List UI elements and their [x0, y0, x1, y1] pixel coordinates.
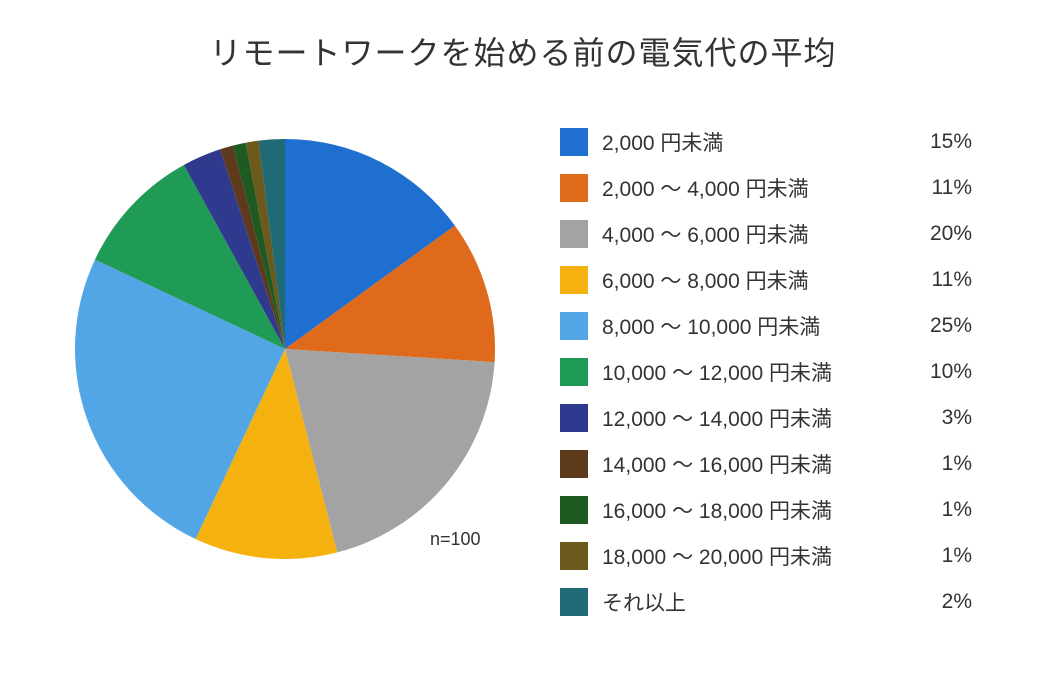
legend-swatch — [560, 128, 588, 156]
legend-row: 16,000 ～ 18,000 円未満1% — [560, 487, 1020, 533]
legend-label: 12,000 ～ 14,000 円未満 — [602, 403, 892, 433]
legend-row: 4,000 ～ 6,000 円未満20% — [560, 211, 1020, 257]
legend-row: 18,000 ～ 20,000 円未満1% — [560, 533, 1020, 579]
legend-label: 6,000 ～ 8,000 円未満 — [602, 265, 892, 295]
sample-size-label: n=100 — [430, 529, 481, 550]
chart-content: n=100 2,000 円未満15%2,000 ～ 4,000 円未満11%4,… — [0, 74, 1046, 625]
legend-row: 10,000 ～ 12,000 円未満10% — [560, 349, 1020, 395]
legend-row: 2,000 ～ 4,000 円未満11% — [560, 165, 1020, 211]
legend-percent: 11% — [892, 176, 972, 200]
legend-swatch — [560, 220, 588, 248]
legend-percent: 3% — [892, 406, 972, 430]
legend-swatch — [560, 496, 588, 524]
legend-percent: 10% — [892, 360, 972, 384]
legend-swatch — [560, 174, 588, 202]
legend-label: 10,000 ～ 12,000 円未満 — [602, 357, 892, 387]
legend-percent: 2% — [892, 590, 972, 614]
legend-percent: 25% — [892, 314, 972, 338]
legend-row: 6,000 ～ 8,000 円未満11% — [560, 257, 1020, 303]
legend-row: 2,000 円未満15% — [560, 119, 1020, 165]
legend-label: 8,000 ～ 10,000 円未満 — [602, 311, 892, 341]
pie-chart — [75, 139, 495, 559]
legend-row: 8,000 ～ 10,000 円未満25% — [560, 303, 1020, 349]
legend-swatch — [560, 404, 588, 432]
legend-swatch — [560, 450, 588, 478]
legend-swatch — [560, 266, 588, 294]
legend-label: 2,000 円未満 — [602, 127, 892, 157]
legend-swatch — [560, 358, 588, 386]
legend-percent: 1% — [892, 498, 972, 522]
legend-row: それ以上2% — [560, 579, 1020, 625]
legend-label: それ以上 — [602, 587, 892, 617]
legend-percent: 1% — [892, 544, 972, 568]
legend-label: 4,000 ～ 6,000 円未満 — [602, 219, 892, 249]
legend: 2,000 円未満15%2,000 ～ 4,000 円未満11%4,000 ～ … — [540, 109, 1020, 625]
legend-label: 2,000 ～ 4,000 円未満 — [602, 173, 892, 203]
pie-chart-area: n=100 — [0, 109, 540, 625]
legend-percent: 11% — [892, 268, 972, 292]
legend-label: 16,000 ～ 18,000 円未満 — [602, 495, 892, 525]
chart-title: リモートワークを始める前の電気代の平均 — [0, 0, 1046, 74]
legend-swatch — [560, 588, 588, 616]
legend-swatch — [560, 542, 588, 570]
legend-label: 14,000 ～ 16,000 円未満 — [602, 449, 892, 479]
legend-row: 12,000 ～ 14,000 円未満3% — [560, 395, 1020, 441]
legend-percent: 1% — [892, 452, 972, 476]
legend-row: 14,000 ～ 16,000 円未満1% — [560, 441, 1020, 487]
legend-percent: 15% — [892, 130, 972, 154]
legend-label: 18,000 ～ 20,000 円未満 — [602, 541, 892, 571]
legend-percent: 20% — [892, 222, 972, 246]
legend-swatch — [560, 312, 588, 340]
